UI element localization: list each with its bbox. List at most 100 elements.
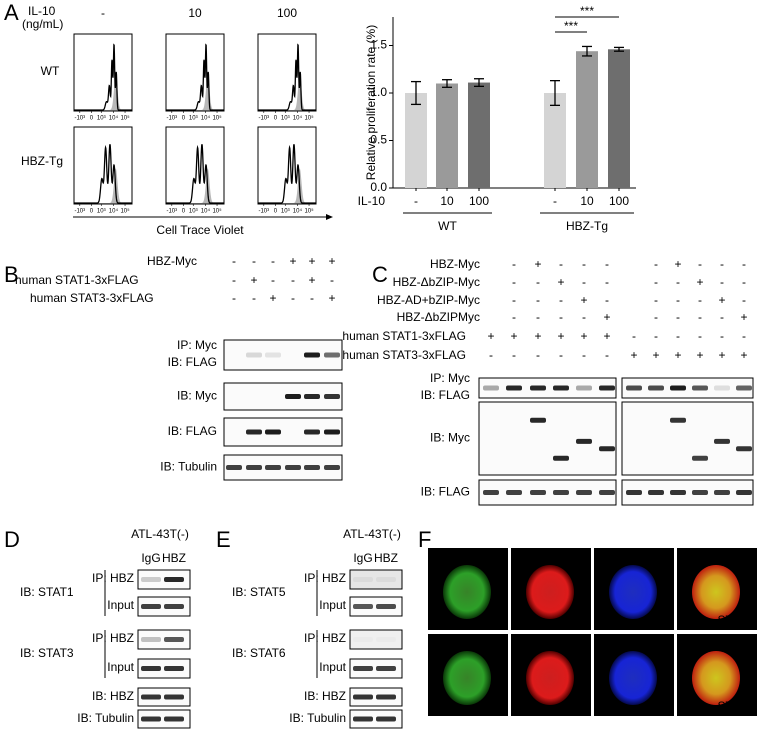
- blot: [621, 479, 754, 506]
- sign: +: [250, 273, 257, 287]
- sign: +: [580, 293, 587, 307]
- sign: -: [582, 257, 586, 271]
- blot-band: [304, 429, 320, 435]
- panel-letter: D: [4, 527, 20, 552]
- sign: +: [308, 273, 315, 287]
- blot-band: [530, 490, 546, 495]
- y-tick-label: 0.0: [370, 180, 387, 194]
- sign: -: [536, 275, 540, 289]
- blot-label: IB: STAT5: [232, 585, 286, 599]
- sign: -: [605, 293, 609, 307]
- blot-band: [376, 716, 396, 722]
- sign: -: [720, 275, 724, 289]
- blot-band: [141, 666, 161, 671]
- sign: -: [676, 275, 680, 289]
- blot-label: IB: FLAG: [168, 355, 217, 369]
- sign: -: [512, 348, 516, 362]
- sign: +: [674, 257, 681, 271]
- sign: +: [718, 293, 725, 307]
- sign: -: [559, 293, 563, 307]
- sign: -: [605, 348, 609, 362]
- blot: [621, 401, 754, 476]
- blot-band: [141, 577, 161, 582]
- hist-tick-label: -10³: [258, 209, 269, 215]
- sign: -: [291, 273, 295, 287]
- lane-label: IgG: [141, 551, 160, 565]
- blot-label: IB: STAT3: [20, 646, 74, 660]
- hist-tick-label: 0: [90, 116, 94, 122]
- panel-letter: C: [372, 262, 388, 287]
- sign: -: [291, 291, 295, 305]
- channel-label: STAT1: [717, 613, 753, 627]
- blot-band: [226, 465, 242, 470]
- sign: -: [232, 273, 236, 287]
- row-label: WT: [41, 64, 60, 78]
- sign: -: [654, 275, 658, 289]
- condition-label: HBZ-ΔbZIPMyc: [397, 310, 480, 324]
- blot-label: IB: FLAG: [168, 424, 217, 438]
- sign: -: [310, 291, 314, 305]
- blot-band: [164, 694, 184, 700]
- blot-label: IP: Myc: [177, 338, 217, 352]
- blot-band: [599, 446, 615, 452]
- condition-label: HBZ-ΔbZIP-Myc: [393, 275, 480, 289]
- dose-heading: IL-10: [28, 4, 56, 18]
- blot-band: [670, 385, 686, 391]
- blot-label: IP: HBZ: [92, 631, 134, 645]
- blot-band: [714, 490, 730, 495]
- blot-band: [353, 637, 373, 642]
- blot: [478, 401, 617, 476]
- sign: -: [654, 329, 658, 343]
- sign: -: [605, 275, 609, 289]
- hist-tick-label: 0: [90, 209, 94, 215]
- blot-label: IP: HBZ: [304, 571, 346, 585]
- blot: [349, 629, 403, 650]
- blot-band: [353, 604, 373, 609]
- sign: +: [603, 329, 610, 343]
- hist-tick-label: 10⁵: [120, 115, 130, 122]
- hist-tick-label: -10³: [166, 209, 177, 215]
- blot-band: [304, 394, 320, 399]
- panel-letter: B: [4, 262, 19, 287]
- sign: +: [718, 348, 725, 362]
- condition-label: human STAT1-3xFLAG: [342, 329, 466, 343]
- sign: -: [720, 310, 724, 324]
- blot-band: [376, 577, 396, 582]
- hist-tick-label: -10³: [166, 116, 177, 122]
- hist-tick-label: 10⁵: [212, 208, 222, 215]
- sign: -: [232, 291, 236, 305]
- sign: -: [720, 329, 724, 343]
- sign: +: [289, 254, 296, 268]
- blot: [478, 479, 617, 506]
- histogram: [166, 144, 224, 204]
- blot-label: IB: FLAG: [421, 485, 470, 499]
- blot-band: [353, 694, 373, 700]
- sign: -: [654, 257, 658, 271]
- condition-label: HBZ-Myc: [430, 257, 480, 271]
- x-tick-label: 100: [469, 194, 489, 208]
- blot-band: [530, 385, 546, 391]
- row-label: HBZ-Tg: [21, 154, 63, 168]
- cell: [526, 651, 574, 705]
- channel-label: HBZ: [681, 550, 705, 564]
- panel-letter: A: [4, 0, 19, 25]
- sign: +: [557, 275, 564, 289]
- blot-band: [246, 352, 262, 358]
- blot: [223, 454, 343, 481]
- hist-tick-label: 0: [274, 116, 278, 122]
- channel-label: HBZ: [432, 636, 456, 650]
- sign: +: [603, 310, 610, 324]
- histogram-frame: [165, 126, 225, 205]
- sign: -: [559, 257, 563, 271]
- x-tick-label: 100: [609, 194, 629, 208]
- sign: -: [654, 293, 658, 307]
- histogram-frame: [73, 126, 133, 205]
- blot-band: [324, 465, 340, 470]
- condition-label: human STAT3-3xFLAG: [30, 291, 154, 305]
- blot-label: IP: HBZ: [92, 571, 134, 585]
- condition-label: human STAT3-3xFLAG: [342, 348, 466, 362]
- panel-letter: E: [216, 527, 231, 552]
- blot-band: [483, 385, 499, 391]
- histogram-frame: [257, 126, 317, 205]
- blot-band: [246, 465, 262, 470]
